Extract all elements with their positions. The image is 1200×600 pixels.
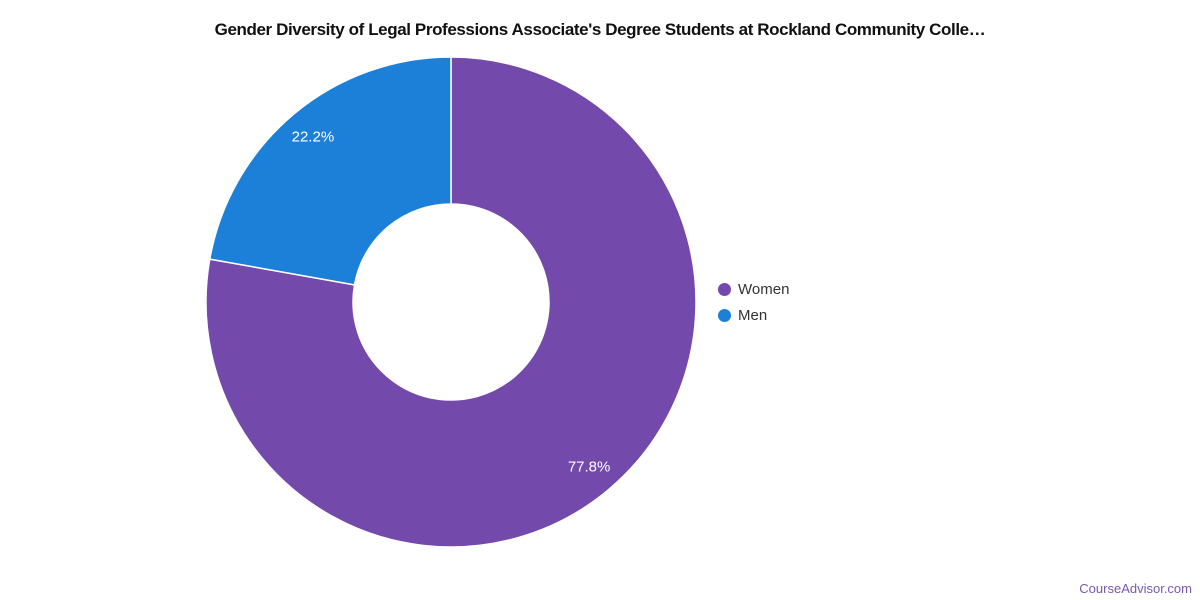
pie-slice-women[interactable]: [205, 56, 697, 548]
legend-marker-men-icon: [718, 309, 731, 322]
watermark-link[interactable]: CourseAdvisor.com: [1079, 581, 1192, 596]
legend: Women Men: [718, 279, 789, 326]
legend-marker-women-icon: [718, 283, 731, 296]
pie-slice-men[interactable]: [209, 56, 452, 286]
chart-title: Gender Diversity of Legal Professions As…: [214, 20, 986, 39]
legend-item-men[interactable]: Men: [718, 305, 789, 326]
legend-label-women: Women: [738, 281, 790, 298]
legend-label-men: Men: [738, 307, 768, 324]
legend-item-women[interactable]: Women: [718, 279, 789, 300]
